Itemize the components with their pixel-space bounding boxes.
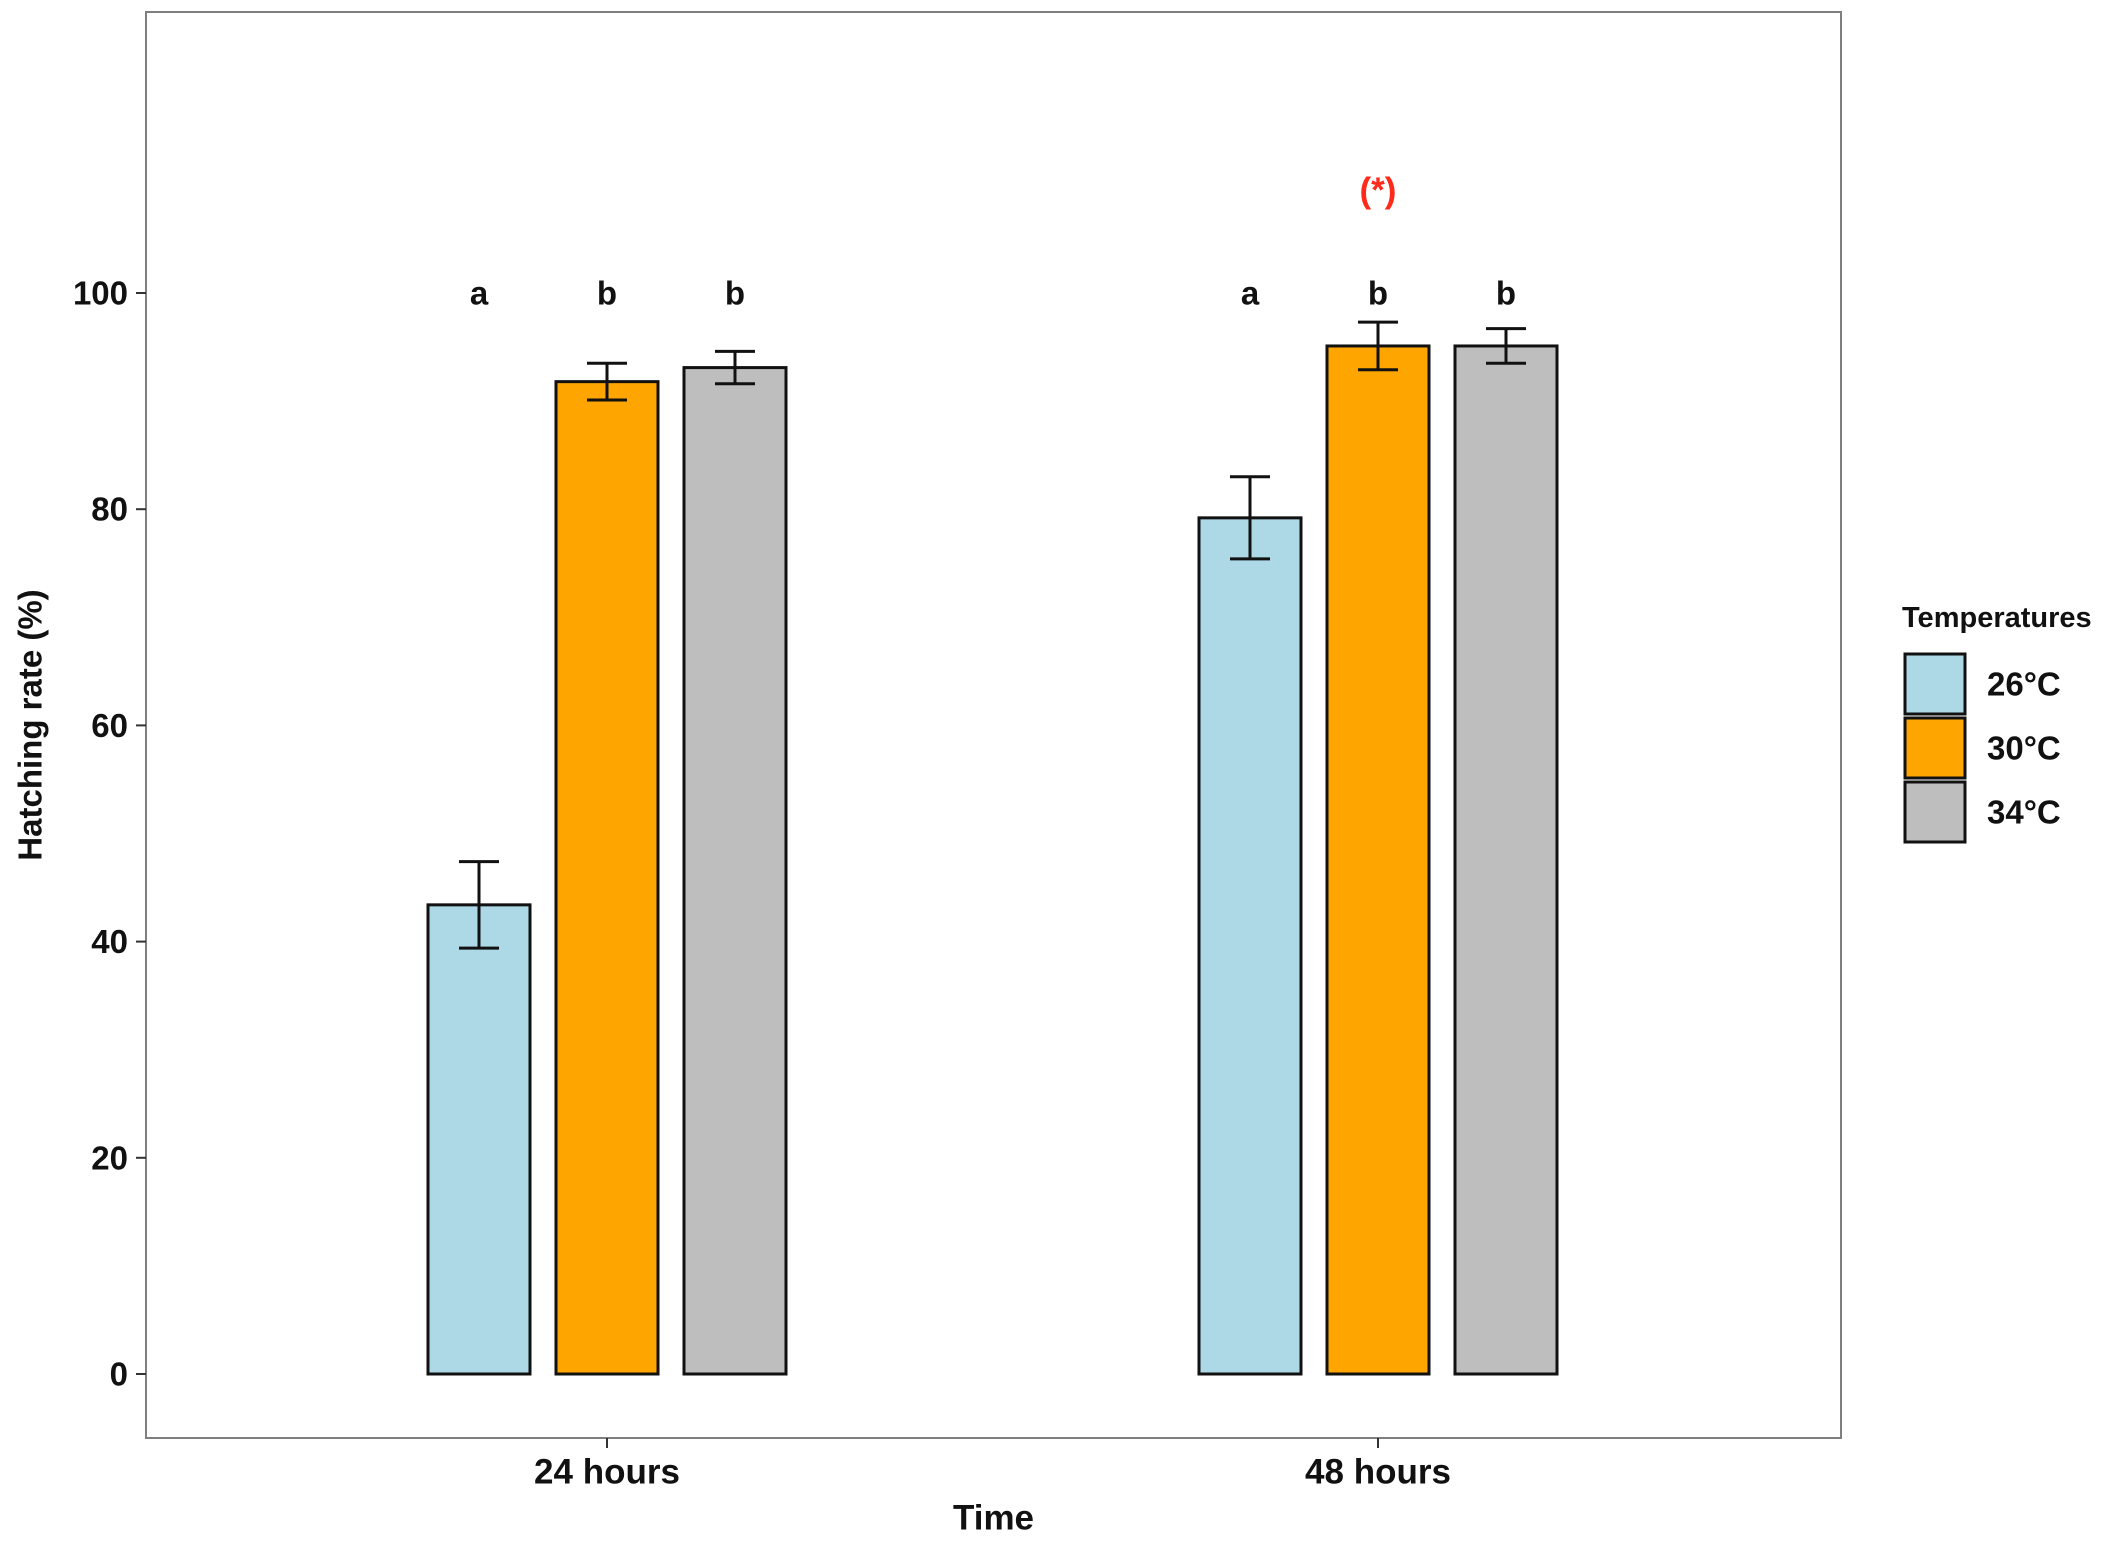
y-axis-title: Hatching rate (%) [12, 589, 49, 860]
significance-label: b [1368, 275, 1388, 312]
significance-label: b [725, 275, 745, 312]
x-tick-label: 48 hours [1305, 1453, 1451, 1492]
significance-label: a [470, 275, 489, 312]
y-tick-label: 100 [73, 275, 128, 312]
bars-layer [426, 320, 1559, 1376]
y-tick-label: 60 [91, 707, 128, 744]
x-axis: 24 hours 48 hours Time [534, 1438, 1451, 1538]
legend-key-label: 30°C [1987, 730, 2061, 767]
bar [1453, 344, 1559, 1376]
bar [1197, 516, 1303, 1376]
legend-title: Temperatures [1902, 602, 2092, 634]
legend-key-label: 26°C [1987, 666, 2061, 703]
plot-area [145, 11, 1842, 1439]
legend-key-swatch [1903, 780, 1967, 844]
y-tick-label: 20 [91, 1139, 128, 1176]
x-tick-label: 24 hours [534, 1453, 680, 1492]
labels-layer: a a b b b b (*) [470, 171, 1516, 312]
y-tick-label: 0 [110, 1356, 128, 1393]
significance-annotation: (*) [1360, 171, 1397, 210]
legend: Temperatures 26°C 30°C 34°C [1902, 602, 2092, 844]
legend-key-swatch [1903, 716, 1967, 780]
y-tick-label: 80 [91, 491, 128, 528]
significance-label: b [597, 275, 617, 312]
bar [682, 366, 788, 1376]
bar [1325, 344, 1431, 1376]
bar [426, 903, 532, 1376]
x-axis-title: Time [953, 1499, 1034, 1538]
y-tick-label: 40 [91, 923, 128, 960]
legend-key-swatch [1903, 652, 1967, 716]
significance-label: b [1496, 275, 1516, 312]
significance-label: a [1241, 275, 1260, 312]
bar [554, 380, 660, 1376]
y-axis: 0 20 40 60 80 100 Hatching rate (%) [12, 275, 146, 1393]
legend-key-label: 34°C [1987, 794, 2061, 831]
plot-panel-border [145, 11, 1842, 1439]
